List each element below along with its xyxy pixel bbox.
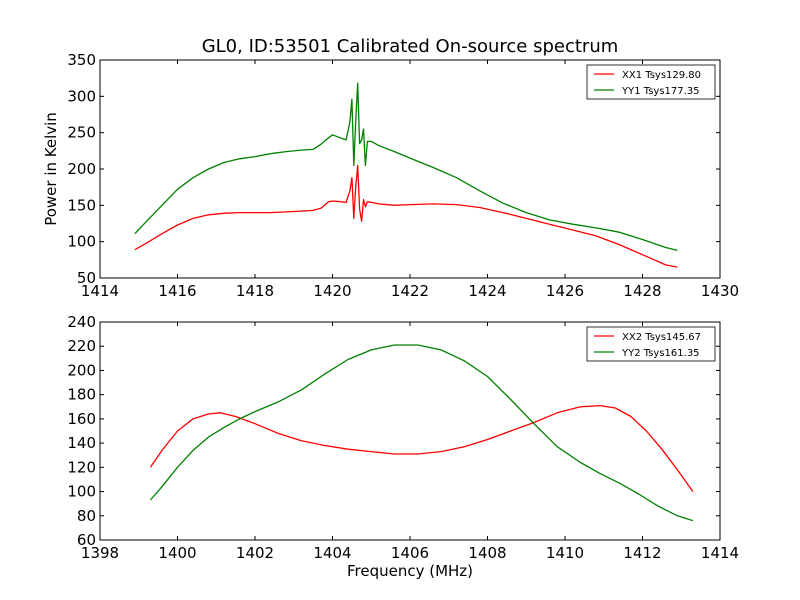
y-tick-label: 350 <box>67 51 96 69</box>
top-plot-frame <box>99 59 721 279</box>
x-tick-label: 1422 <box>391 282 429 300</box>
x-tick-label: 1398 <box>81 544 119 562</box>
y-tick-label: 200 <box>67 160 96 178</box>
top-plot-series <box>134 82 678 268</box>
x-tick-label: 1416 <box>158 282 196 300</box>
y-tick-label: 140 <box>67 434 96 452</box>
bottom-plot-series <box>149 344 694 522</box>
legend-label-xx1: XX1 Tsys129.80 <box>622 70 701 81</box>
x-tick-label: 1410 <box>546 544 584 562</box>
series-line-xx1 <box>134 164 678 268</box>
y-tick-label: 50 <box>77 269 96 287</box>
y-tick-label: 120 <box>67 458 96 476</box>
bottom-plot-frame <box>99 321 721 541</box>
top-plot-legend: XX1 Tsys129.80 YY1 Tsys177.35 <box>586 64 716 100</box>
y-tick-label: 240 <box>67 313 96 331</box>
top-plot: GL0, ID:53501 Calibrated On-source spect… <box>42 36 739 300</box>
x-tick-label: 1414 <box>701 544 739 562</box>
bottom-plot-legend: XX2 Tsys145.67 YY2 Tsys161.35 <box>586 326 716 362</box>
x-tick-label: 1412 <box>623 544 661 562</box>
y-tick-label: 180 <box>67 386 96 404</box>
legend-label-xx2: XX2 Tsys145.67 <box>622 332 701 343</box>
series-line-xx2 <box>149 404 694 492</box>
x-tick-label: 1402 <box>236 544 274 562</box>
y-tick-label: 150 <box>67 196 96 214</box>
top-plot-ticks: 1414 1416 1418 1420 1422 1424 1426 1428 1430 50 10… <box>67 51 739 300</box>
x-tick-label: 1418 <box>236 282 274 300</box>
x-tick-label: 1424 <box>468 282 506 300</box>
legend-label-yy2: YY2 Tsys161.35 <box>621 348 700 359</box>
x-tick-label: 1406 <box>391 544 429 562</box>
series-line-yy2 <box>149 344 694 522</box>
y-tick-label: 250 <box>67 124 96 142</box>
y-tick-label: 160 <box>67 410 96 428</box>
y-tick-label: 100 <box>67 233 96 251</box>
x-tick-label: 1408 <box>468 544 506 562</box>
y-tick-label: 300 <box>67 87 96 105</box>
legend-label-yy1: YY1 Tsys177.35 <box>621 86 700 97</box>
chart-title: GL0, ID:53501 Calibrated On-source spect… <box>202 36 619 57</box>
y-axis-label: Power in Kelvin <box>42 112 60 226</box>
y-tick-label: 200 <box>67 361 96 379</box>
y-tick-label: 80 <box>77 507 96 525</box>
y-tick-label: 220 <box>67 337 96 355</box>
x-tick-label: 1414 <box>81 282 119 300</box>
x-tick-label: 1400 <box>158 544 196 562</box>
x-tick-label: 1420 <box>313 282 351 300</box>
bottom-plot: Frequency (MHz) 1398 1400 1402 1404 1406 1408… <box>67 313 739 580</box>
x-axis-label: Frequency (MHz) <box>347 562 473 580</box>
legend-box <box>586 64 716 100</box>
x-tick-label: 1404 <box>313 544 351 562</box>
x-tick-label: 1426 <box>546 282 584 300</box>
series-line-yy1 <box>134 82 678 252</box>
bottom-plot-ticks: 1398 1400 1402 1404 1406 1408 1410 1412 1414 60 80… <box>67 313 739 562</box>
x-tick-label: 1430 <box>701 282 739 300</box>
legend-box <box>586 326 716 362</box>
x-tick-label: 1428 <box>623 282 661 300</box>
y-tick-label: 60 <box>77 531 96 549</box>
y-tick-label: 100 <box>67 483 96 501</box>
